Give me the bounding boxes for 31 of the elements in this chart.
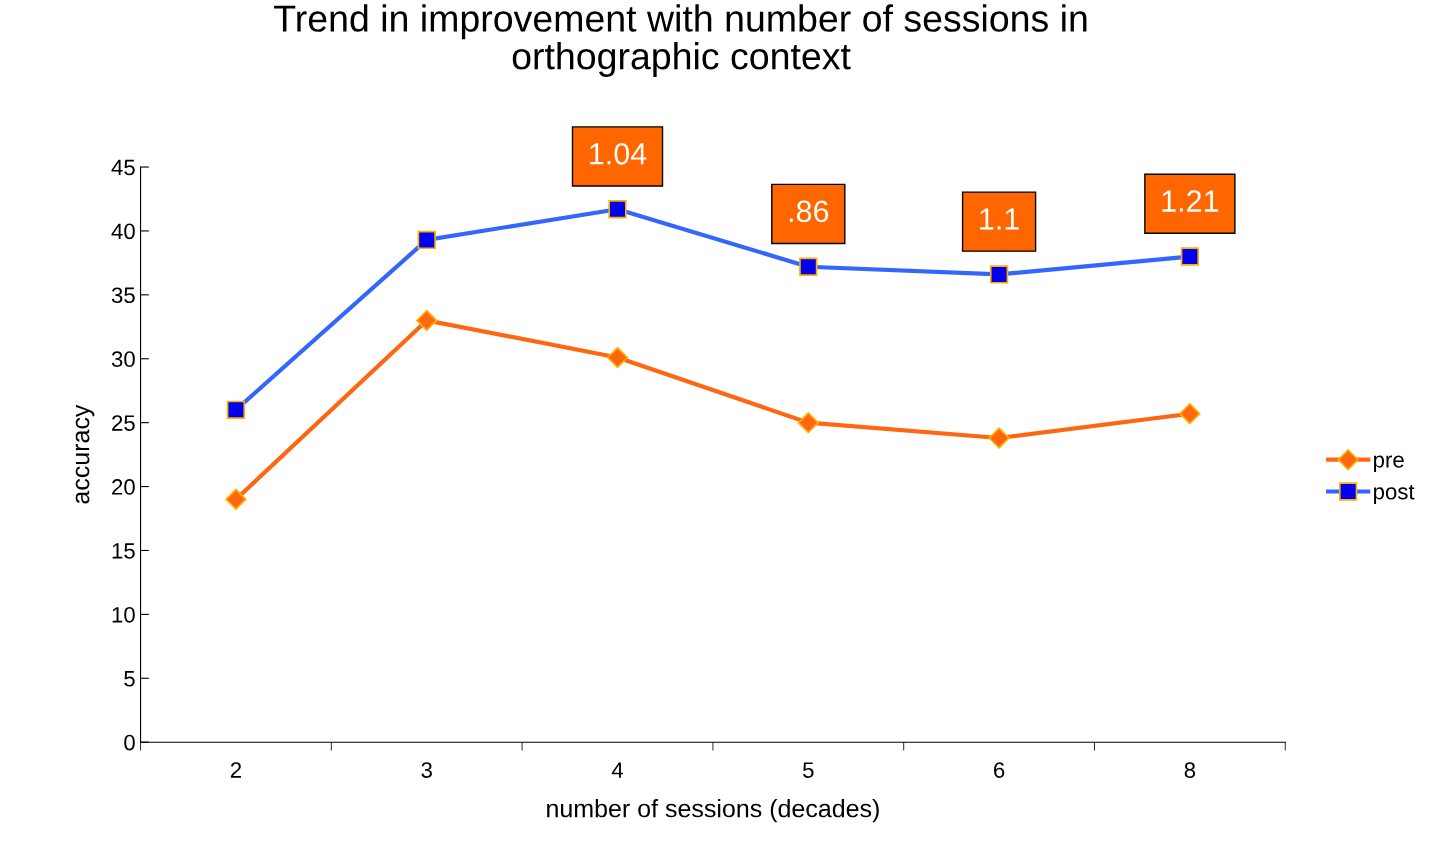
y-tick-label: 35 [111,287,135,304]
x-axis-title: number of sessions (decades) [547,799,879,823]
chart-title: Trend in improvement with number of sessions in orthographic context [274,4,1087,77]
x-tick-label: 2 [230,762,242,778]
point [225,488,247,510]
y-tick-label: 25 [112,415,135,431]
x-tick-label: 5 [803,762,814,778]
point [416,309,438,332]
y-tick-label: 40 [111,223,135,240]
x-tick-label: 4 [611,762,624,778]
y-tick-label: 0 [124,734,135,751]
y-tick-label: 30 [111,351,135,368]
annotation: 1.1 [980,208,1019,230]
point [1179,403,1201,425]
y-axis-title: accuracy [75,404,95,504]
annotation: 1.04 [590,143,647,165]
legend-label: pre [1374,455,1404,473]
point [606,346,629,369]
x-tick-label: 3 [421,762,432,778]
annotation: .86 [789,200,829,223]
y-tick-label: 15 [112,543,135,559]
y-tick-label: 5 [124,671,135,687]
annotation: 1.21 [1162,190,1219,212]
y-tick-label: 45 [111,159,135,176]
y-tick-label: 20 [112,479,135,495]
x-tick-label: 8 [1184,762,1196,778]
y-tick-label: 10 [112,606,135,623]
point [988,427,1010,449]
x-tick-label: 6 [994,762,1005,778]
point [797,411,819,434]
legend-label: post [1374,484,1415,504]
